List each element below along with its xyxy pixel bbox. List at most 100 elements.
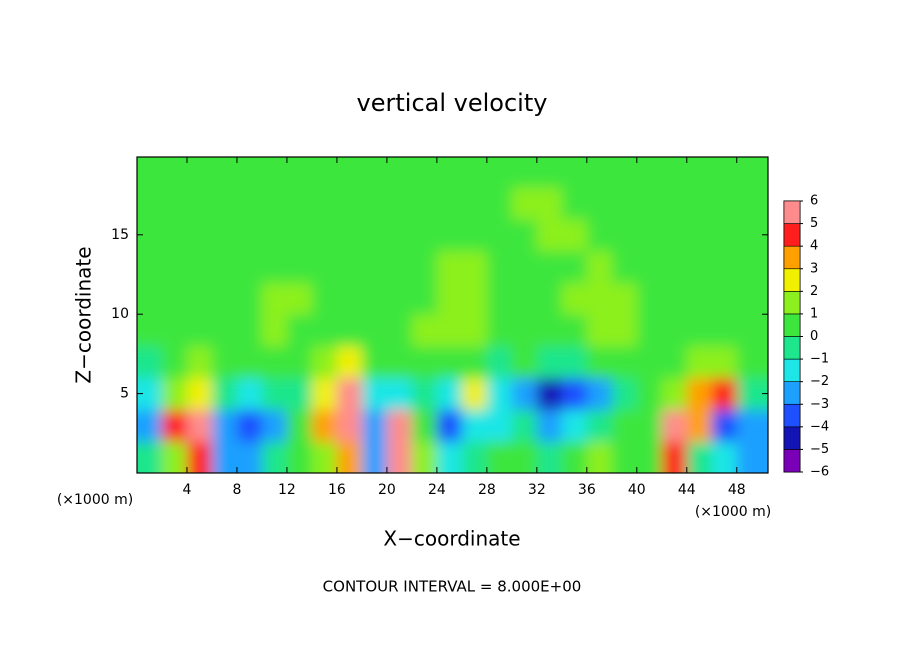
heat-cell [636,187,663,220]
heat-cell [186,345,213,379]
heat-cell [361,314,388,347]
heat-cell [186,282,213,315]
heat-cell [711,157,738,188]
heat-cell [386,187,413,220]
heat-cell [161,314,188,347]
x-unit-label: (×1000 m) [695,504,771,520]
heat-cell [561,314,588,347]
heat-cell [311,314,338,347]
heat-cell [436,187,463,220]
heat-cell [211,441,238,473]
heat-cell [686,187,713,220]
heat-cell [386,314,413,347]
heat-cell [586,157,613,188]
heat-cell [211,409,238,442]
colorbar-swatch [783,200,801,224]
heat-cell [361,218,388,252]
heat-cell [586,250,613,283]
heat-cell [411,187,438,220]
heat-cell [461,157,488,188]
heat-cell [361,409,388,442]
heat-cell [186,218,213,252]
heatmap-area [137,157,768,473]
heat-cell [286,157,313,188]
heat-cell [536,441,563,473]
heat-cell [636,250,663,283]
heat-cell [236,250,263,283]
heat-cell [186,377,213,410]
heat-cell [461,314,488,347]
heat-cell [561,377,588,410]
heat-cell [486,157,513,188]
heat-cell [461,345,488,379]
heat-cell [711,218,738,252]
heat-cell [461,409,488,442]
x-tick-label: 16 [328,482,346,498]
heat-cell [736,157,768,188]
heat-cell [436,157,463,188]
heat-cell [661,409,688,442]
x-tick-label: 40 [628,482,646,498]
heat-cell [636,345,663,379]
heat-cell [611,377,638,410]
heat-cell [636,377,663,410]
colorbar-label: 1 [810,306,818,321]
heat-cell [361,157,388,188]
heat-cell [386,345,413,379]
heat-cell [361,250,388,283]
heat-cell [536,250,563,283]
heat-cell [161,218,188,252]
heat-cell [137,345,163,379]
heat-cell [736,282,768,315]
x-tick-label: 12 [278,482,296,498]
heat-cell [586,441,613,473]
x-tick-label: 20 [378,482,396,498]
heat-cell [586,187,613,220]
heat-cell [736,187,768,220]
heat-cell [311,218,338,252]
heat-cell [511,250,538,283]
heat-cell [411,218,438,252]
heat-cell [611,409,638,442]
colorbar-swatch [783,449,801,473]
heat-cell [711,314,738,347]
heat-cell [411,345,438,379]
heat-cell [661,282,688,315]
heat-cell [661,345,688,379]
heat-cell [711,441,738,473]
heat-cell [211,282,238,315]
heat-cell [286,187,313,220]
heat-cell [611,282,638,315]
heat-cell [436,345,463,379]
heat-cell [461,250,488,283]
heat-cell [361,441,388,473]
heat-cell [236,157,263,188]
heat-cell [236,314,263,347]
heat-cell [161,187,188,220]
heat-cell [511,218,538,252]
heat-cell [461,441,488,473]
heat-cell [137,157,163,188]
heat-cell [611,187,638,220]
colorbar-label: 5 [810,216,818,231]
colorbar-label: 6 [810,194,818,209]
heat-cell [686,218,713,252]
x-tick-label: 48 [728,482,746,498]
heat-cell [686,377,713,410]
colorbar-label: 3 [810,261,818,276]
heat-cell [286,377,313,410]
heat-cell [336,157,363,188]
heat-cell [261,282,288,315]
heat-cell [736,345,768,379]
heat-cell [636,218,663,252]
colorbar-swatch [783,245,801,270]
heat-cell [336,250,363,283]
heat-cell [311,282,338,315]
y-axis-label: Z−coordinate [72,246,96,383]
heat-cell [186,157,213,188]
heat-cell [686,409,713,442]
heat-cell [236,187,263,220]
colorbar-label: −4 [810,419,829,434]
heat-cell [436,441,463,473]
